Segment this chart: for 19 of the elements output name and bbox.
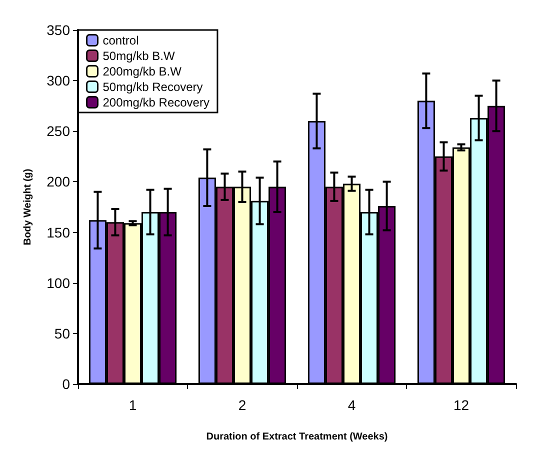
x-tick-label: 4 — [348, 397, 356, 413]
x-tick-label: 1 — [128, 397, 137, 413]
x-axis-title: Duration of Extract Treatment (Weeks) — [206, 432, 388, 442]
legend-label: 50mg/kb B.W — [102, 48, 176, 63]
y-tick-label: 350 — [46, 22, 70, 38]
y-tick-label: 50 — [54, 325, 70, 342]
legend-label: control — [102, 33, 139, 48]
y-axis-title: Body Weight (g) — [22, 168, 34, 246]
x-tick-label: 12 — [453, 397, 470, 413]
x-tick-label: 2 — [238, 397, 246, 413]
y-tick-label: 0 — [62, 376, 70, 392]
y-tick-label: 100 — [46, 274, 70, 291]
y-tick-label: 150 — [46, 224, 70, 240]
y-tick-label: 250 — [46, 123, 70, 140]
legend-label: 200mg/kb B.W — [102, 64, 182, 78]
legend-label: 200mg/kb Recovery — [102, 95, 210, 110]
y-tick-label: 200 — [46, 174, 70, 190]
legend-label: 50mg/kb Recovery — [102, 80, 203, 94]
y-tick-label: 300 — [46, 72, 70, 89]
